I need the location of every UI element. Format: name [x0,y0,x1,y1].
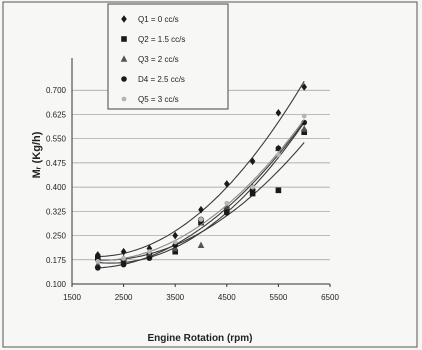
data-point [275,187,282,194]
legend-label: Q1 = 0 cc/s [138,15,179,24]
data-point [95,258,101,264]
data-point [146,255,153,261]
data-point [224,200,230,206]
y-tick-label: 0.475 [46,159,67,168]
data-point [120,247,127,256]
legend-box [107,3,229,110]
data-point [300,125,308,132]
data-point [275,109,282,117]
y-tick-label: 0.325 [46,207,67,216]
y-tick-label: 0.250 [46,232,67,241]
data-point [172,248,178,255]
legend-item: D4 = 2.5 cc/s [121,75,185,84]
x-tick-label: 1500 [63,293,81,302]
x-axis-title: Engine Rotation (rpm) [148,333,253,344]
series-5 [95,113,307,264]
data-point [301,83,307,91]
data-point [301,113,307,119]
y-tick-label: 0.625 [46,110,67,119]
y-tick-label: 0.550 [46,135,67,144]
data-point [121,255,126,261]
data-point [197,241,205,249]
legend-marker [120,55,128,62]
y-tick-label: 0.400 [46,183,67,192]
y-tick-label: 0.175 [46,256,67,265]
data-point [198,205,204,214]
data-point [147,249,152,255]
data-point [172,231,178,240]
data-point [224,206,230,213]
data-point [95,251,101,259]
legend-marker [121,15,127,23]
x-tick-label: 5500 [270,293,288,302]
legend-label: Q5 = 3 cc/s [138,95,179,104]
legend-label: Q3 = 2 cc/s [138,55,179,64]
legend-marker [121,96,127,102]
trendline [97,119,305,262]
data-point [198,219,204,226]
data-point [224,210,230,216]
x-tick-label: 4500 [218,293,236,302]
data-point [223,202,231,210]
legend-item: Q3 = 2 cc/s [120,55,179,64]
data-point [276,152,281,158]
legend-item: Q2 = 1.5 cc/s [121,35,185,44]
data-point [249,190,256,197]
y-axis-title: Mᵣ (Kg/h) [31,131,43,178]
data-point [172,239,178,245]
series-1 [95,81,307,259]
legend-item: Q1 = 0 cc/s [121,15,179,24]
x-tick-label: 6500 [321,293,339,302]
y-tick-label: 0.700 [46,86,67,95]
data-point [224,180,230,188]
data-point [275,145,282,152]
plot-area: 0.100 0.175 0.250 0.325 0.400 0.475 0.550 0.625… [46,58,339,302]
data-point [120,258,127,265]
data-point [95,255,101,261]
data-point [250,184,256,190]
legend-marker [121,76,127,82]
legend-label: Q2 = 1.5 cc/s [138,35,185,44]
data-point [301,129,307,136]
series-4 [95,119,308,271]
legend-marker [121,36,127,42]
legend-item: Q5 = 3 cc/s [121,95,179,104]
y-tick-label: 0.100 [46,280,67,289]
data-point [146,244,153,253]
x-tick-label: 2500 [115,293,133,302]
data-point [95,265,101,271]
legend-label: D4 = 2.5 cc/s [138,75,185,84]
trendline [97,121,305,269]
trendline [97,122,305,264]
data-point [249,157,256,166]
data-point [198,217,204,222]
legend: Q1 = 0 cc/s Q2 = 1.5 cc/s Q3 = 2 cc/s D4 = … [107,3,229,110]
x-tick-label: 3500 [166,293,184,302]
data-point [120,261,127,268]
